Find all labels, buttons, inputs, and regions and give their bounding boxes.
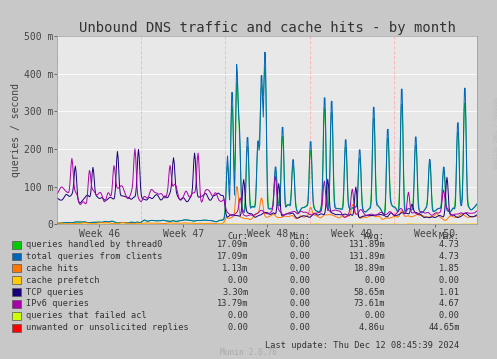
Text: 18.89m: 18.89m: [354, 264, 385, 273]
Text: unwanted or unsolicited replies: unwanted or unsolicited replies: [26, 323, 189, 332]
Text: 0.00: 0.00: [228, 323, 248, 332]
Text: 0.00: 0.00: [290, 264, 311, 273]
Text: Max:: Max:: [439, 232, 460, 241]
Text: IPv6 queries: IPv6 queries: [26, 299, 89, 308]
Text: 0.00: 0.00: [290, 323, 311, 332]
Text: 0.00: 0.00: [290, 288, 311, 297]
Text: queries handled by thread0: queries handled by thread0: [26, 240, 163, 249]
Text: 0.00: 0.00: [290, 311, 311, 320]
Text: 0.00: 0.00: [290, 252, 311, 261]
Y-axis label: queries / second: queries / second: [11, 83, 21, 177]
Text: RRDTOOL / TOBI OETIKER: RRDTOOL / TOBI OETIKER: [491, 97, 496, 169]
Text: 0.00: 0.00: [290, 299, 311, 308]
Text: 131.89m: 131.89m: [348, 252, 385, 261]
Text: Avg:: Avg:: [364, 232, 385, 241]
Text: TCP queries: TCP queries: [26, 288, 84, 297]
Text: 131.89m: 131.89m: [348, 240, 385, 249]
Text: 4.67: 4.67: [439, 299, 460, 308]
Text: 13.79m: 13.79m: [217, 299, 248, 308]
Text: 17.09m: 17.09m: [217, 240, 248, 249]
Text: 3.30m: 3.30m: [222, 288, 248, 297]
Text: 73.61m: 73.61m: [354, 299, 385, 308]
Text: 0.00: 0.00: [439, 311, 460, 320]
Text: 0.00: 0.00: [364, 276, 385, 285]
Text: total queries from clients: total queries from clients: [26, 252, 163, 261]
Text: Munin 2.0.76: Munin 2.0.76: [220, 348, 277, 357]
Title: Unbound DNS traffic and cache hits - by month: Unbound DNS traffic and cache hits - by …: [79, 21, 456, 35]
Text: 0.00: 0.00: [364, 311, 385, 320]
Text: cache hits: cache hits: [26, 264, 79, 273]
Text: 4.73: 4.73: [439, 240, 460, 249]
Text: 4.73: 4.73: [439, 252, 460, 261]
Text: 1.85: 1.85: [439, 264, 460, 273]
Text: 0.00: 0.00: [228, 276, 248, 285]
Text: Last update: Thu Dec 12 08:45:39 2024: Last update: Thu Dec 12 08:45:39 2024: [265, 341, 460, 350]
Text: 0.00: 0.00: [228, 311, 248, 320]
Text: 44.65m: 44.65m: [428, 323, 460, 332]
Text: 1.01: 1.01: [439, 288, 460, 297]
Text: 0.00: 0.00: [290, 276, 311, 285]
Text: Min:: Min:: [290, 232, 311, 241]
Text: 1.13m: 1.13m: [222, 264, 248, 273]
Text: 0.00: 0.00: [290, 240, 311, 249]
Text: 0.00: 0.00: [439, 276, 460, 285]
Text: 58.65m: 58.65m: [354, 288, 385, 297]
Text: 4.86u: 4.86u: [359, 323, 385, 332]
Text: 17.09m: 17.09m: [217, 252, 248, 261]
Text: Cur:: Cur:: [228, 232, 248, 241]
Text: queries that failed acl: queries that failed acl: [26, 311, 147, 320]
Text: cache prefetch: cache prefetch: [26, 276, 100, 285]
